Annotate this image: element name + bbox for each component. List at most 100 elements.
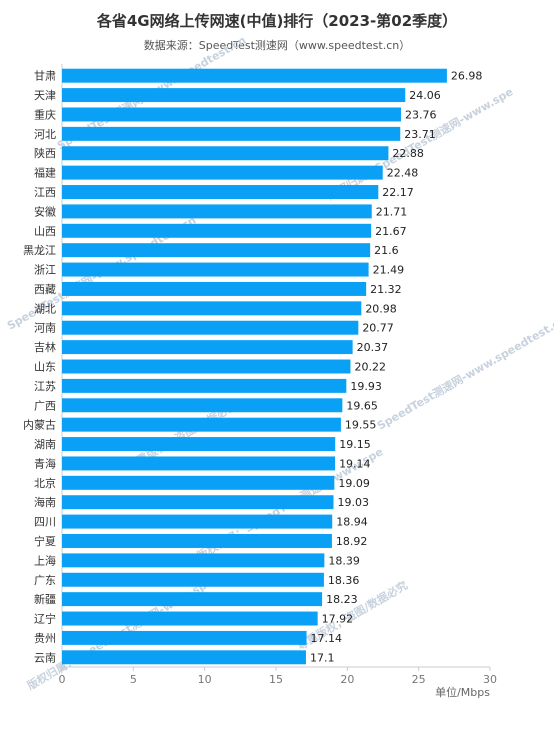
value-label: 22.88 [392, 147, 424, 160]
value-label: 19.14 [339, 457, 371, 470]
bar [62, 611, 318, 626]
category-label: 四川 [34, 516, 56, 529]
bar [62, 204, 372, 219]
category-label: 内蒙古 [23, 418, 56, 432]
category-label: 安徽 [34, 204, 56, 218]
bar [62, 592, 323, 607]
value-label: 23.71 [404, 128, 436, 141]
category-label: 广东 [34, 574, 56, 587]
bar [62, 146, 389, 161]
value-label: 19.09 [338, 477, 370, 490]
value-label: 21.6 [374, 244, 399, 257]
x-axis-label: 单位/Mbps [435, 685, 490, 699]
value-label: 19.93 [350, 380, 382, 393]
bar [62, 281, 367, 296]
bar [62, 378, 347, 393]
value-label: 19.65 [346, 399, 378, 412]
bar [62, 456, 336, 471]
category-label: 湖北 [34, 302, 56, 315]
bar [62, 572, 324, 587]
category-label: 宁夏 [34, 534, 56, 548]
value-label: 18.39 [328, 554, 360, 567]
category-label: 贵州 [34, 632, 56, 645]
bar [62, 437, 336, 452]
category-label: 甘肃 [34, 70, 56, 83]
category-label: 福建 [34, 166, 56, 180]
bar [62, 262, 369, 277]
x-tick-label: 15 [269, 673, 283, 686]
value-label: 26.98 [451, 70, 483, 83]
x-tick-label: 0 [59, 673, 66, 686]
bar [62, 68, 447, 83]
bar [62, 165, 383, 180]
bar [62, 417, 341, 432]
value-label: 23.76 [405, 108, 437, 121]
x-tick-label: 30 [483, 673, 497, 686]
category-label: 吉林 [34, 340, 56, 354]
bar [62, 126, 401, 141]
value-label: 19.55 [345, 419, 377, 432]
bar [62, 495, 334, 510]
category-label: 云南 [34, 651, 56, 664]
category-label: 北京 [34, 476, 56, 490]
bar [62, 107, 401, 122]
bar [62, 320, 359, 335]
category-label: 河南 [34, 322, 56, 335]
bar [62, 475, 335, 490]
value-label: 21.49 [373, 264, 405, 277]
bar [62, 223, 372, 238]
category-label: 辽宁 [34, 612, 56, 626]
bar [62, 359, 351, 374]
value-label: 18.36 [328, 574, 360, 587]
category-label: 山西 [34, 225, 56, 238]
value-label: 21.71 [376, 205, 408, 218]
bar [62, 243, 371, 258]
value-label: 17.14 [311, 632, 343, 645]
category-label: 河北 [34, 128, 56, 141]
watermark-text: SpeedTest测速网-www.speedtest.cn [375, 313, 554, 433]
value-label: 20.37 [357, 341, 389, 354]
x-tick-label: 5 [130, 673, 137, 686]
value-label: 20.77 [362, 322, 394, 335]
category-label: 新疆 [34, 592, 56, 606]
bar [62, 185, 379, 199]
value-label: 17.1 [310, 651, 335, 664]
bar [62, 650, 306, 665]
category-label: 天津 [34, 89, 56, 102]
value-label: 21.67 [375, 225, 407, 238]
value-label: 22.17 [382, 186, 414, 199]
value-label: 19.03 [337, 496, 369, 509]
category-label: 黑龙江 [23, 244, 56, 257]
chart-subtitle: 数据来源：SpeedTest测速网（www.speedtest.cn） [143, 39, 411, 52]
bar [62, 553, 325, 568]
value-label: 18.23 [326, 593, 358, 606]
bar [62, 630, 307, 645]
value-label: 20.22 [354, 361, 386, 374]
category-label: 重庆 [34, 107, 56, 121]
category-label: 青海 [34, 456, 56, 470]
bar [62, 534, 332, 548]
category-label: 江西 [34, 186, 56, 199]
value-label: 24.06 [409, 89, 441, 102]
category-label: 山东 [34, 361, 56, 374]
bar [62, 514, 333, 529]
category-label: 陕西 [34, 146, 56, 160]
category-label: 上海 [34, 553, 56, 567]
value-label: 22.48 [387, 167, 419, 180]
value-label: 18.92 [336, 535, 368, 548]
category-label: 海南 [34, 495, 56, 509]
bar [62, 398, 343, 413]
x-tick-label: 20 [340, 673, 354, 686]
category-label: 江苏 [34, 380, 56, 393]
value-label: 21.32 [370, 283, 402, 296]
category-label: 西藏 [34, 283, 56, 296]
value-label: 18.94 [336, 516, 368, 529]
bar [62, 301, 362, 316]
x-tick-label: 10 [198, 673, 212, 686]
bar [62, 340, 353, 355]
bar [62, 88, 406, 103]
x-tick-label: 25 [412, 673, 426, 686]
chart-title: 各省4G网络上传网速(中值)排行（2023-第02季度） [96, 12, 458, 30]
value-label: 17.92 [322, 613, 354, 626]
